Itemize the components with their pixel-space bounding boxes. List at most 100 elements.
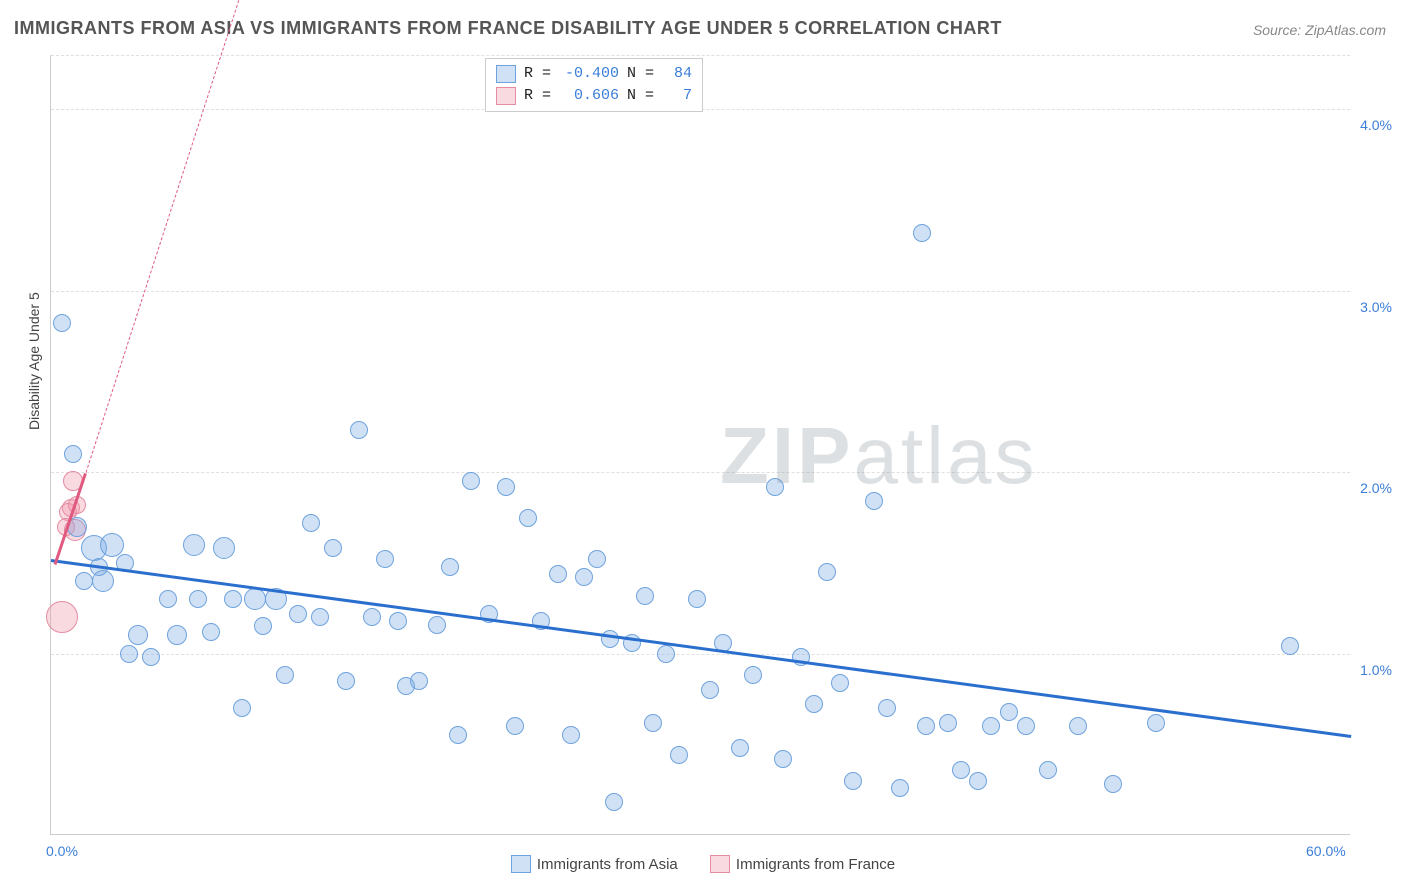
bubble-asia [952,761,970,779]
y-tick-label: 1.0% [1360,662,1392,678]
bubble-asia [913,224,931,242]
bubble-asia [410,672,428,690]
bubble-asia [441,558,459,576]
bubble-asia [744,666,762,684]
legend-stats-box: R = -0.400 N = 84 R = 0.606 N = 7 [485,58,703,112]
legend-item-asia: Immigrants from Asia [511,855,678,873]
bubble-asia [865,492,883,510]
bubble-asia [1281,637,1299,655]
bubble-asia [766,478,784,496]
legend-stats-row-france: R = 0.606 N = 7 [496,85,692,107]
bubble-asia [1147,714,1165,732]
legend-n-france: 7 [662,85,692,107]
y-tick-label: 3.0% [1360,299,1392,315]
bubble-asia [53,314,71,332]
bubble-asia [969,772,987,790]
legend-n-label: N = [627,63,654,85]
bubble-asia [350,421,368,439]
bubble-asia [64,445,82,463]
bubble-asia [917,717,935,735]
bubble-asia [1069,717,1087,735]
bubble-asia [688,590,706,608]
bubble-asia [519,509,537,527]
bubble-asia [636,587,654,605]
bubble-asia [497,478,515,496]
bubble-asia [213,537,235,559]
swatch-asia [496,65,516,83]
bubble-asia [324,539,342,557]
bubble-asia [605,793,623,811]
bubble-asia [142,648,160,666]
bubble-asia [891,779,909,797]
bubble-asia [562,726,580,744]
swatch-france-bottom [710,855,730,873]
bubble-asia [844,772,862,790]
legend-label-france: Immigrants from France [736,856,895,873]
swatch-asia-bottom [511,855,531,873]
bubble-asia [100,533,124,557]
bubble-asia [75,572,93,590]
bubble-asia [670,746,688,764]
legend-label-asia: Immigrants from Asia [537,856,678,873]
bubble-asia [588,550,606,568]
legend-r-label: R = [524,63,551,85]
bubble-asia [1104,775,1122,793]
bubble-france [46,601,78,633]
legend-item-france: Immigrants from France [710,855,895,873]
bubble-asia [449,726,467,744]
bubble-asia [575,568,593,586]
legend-n-label2: N = [627,85,654,107]
bubble-asia [244,588,266,610]
bubble-asia [389,612,407,630]
legend-stats-row-asia: R = -0.400 N = 84 [496,63,692,85]
bubble-asia [701,681,719,699]
bubble-asia [731,739,749,757]
bubble-asia [302,514,320,532]
bubble-asia [982,717,1000,735]
bubble-asia [774,750,792,768]
bubble-asia [1000,703,1018,721]
bubble-asia [462,472,480,490]
bubble-asia [376,550,394,568]
bubble-asia [128,625,148,645]
bubble-asia [120,645,138,663]
legend-bottom: Immigrants from Asia Immigrants from Fra… [0,855,1406,877]
bubble-asia [1017,717,1035,735]
gridline [51,55,1350,56]
bubble-asia [601,630,619,648]
gridline [51,291,1350,292]
bubble-asia [428,616,446,634]
bubble-asia [289,605,307,623]
bubble-asia [189,590,207,608]
bubble-asia [167,625,187,645]
legend-n-asia: 84 [662,63,692,85]
source-attribution: Source: ZipAtlas.com [1253,22,1386,38]
bubble-asia [818,563,836,581]
chart-title: IMMIGRANTS FROM ASIA VS IMMIGRANTS FROM … [14,18,1002,39]
plot-area [50,55,1350,835]
bubble-asia [549,565,567,583]
bubble-asia [202,623,220,641]
bubble-asia [506,717,524,735]
bubble-asia [644,714,662,732]
bubble-asia [657,645,675,663]
bubble-asia [183,534,205,556]
x-tick-label: 60.0% [1306,843,1346,859]
trend-line [85,0,268,473]
bubble-asia [805,695,823,713]
y-axis-label: Disability Age Under 5 [26,292,42,430]
bubble-asia [311,608,329,626]
x-tick-label: 0.0% [46,843,78,859]
gridline [51,472,1350,473]
bubble-asia [363,608,381,626]
bubble-asia [337,672,355,690]
y-tick-label: 4.0% [1360,117,1392,133]
legend-r-france: 0.606 [559,85,619,107]
bubble-asia [831,674,849,692]
legend-r-label2: R = [524,85,551,107]
bubble-asia [939,714,957,732]
bubble-asia [159,590,177,608]
bubble-asia [276,666,294,684]
legend-r-asia: -0.400 [559,63,619,85]
gridline [51,654,1350,655]
